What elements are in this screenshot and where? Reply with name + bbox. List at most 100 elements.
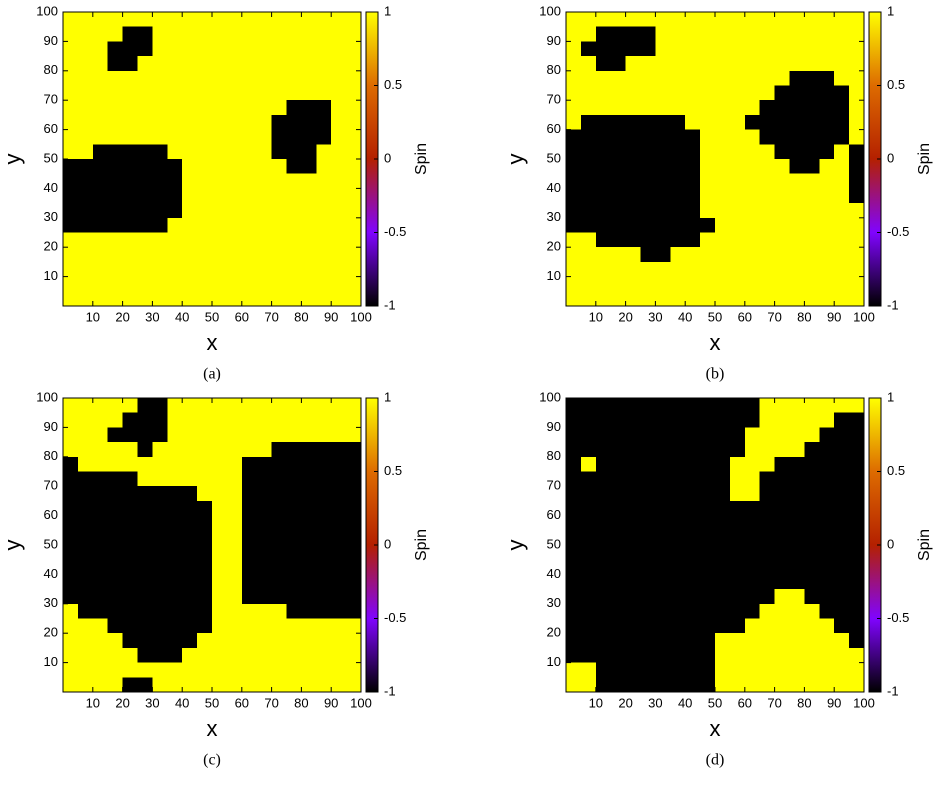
heatmap-cell (301, 456, 317, 472)
heatmap-cell (625, 276, 641, 292)
heatmap-cell (286, 486, 302, 502)
heatmap-cell (715, 85, 731, 101)
heatmap-cell (301, 114, 317, 130)
heatmap-cell (212, 471, 228, 487)
heatmap-cell (286, 247, 302, 263)
heatmap-cell (226, 232, 243, 248)
heatmap-cell (640, 41, 656, 57)
y-tick-label: 90 (44, 33, 58, 48)
heatmap-cell (77, 603, 94, 619)
heatmap-cell (729, 530, 746, 546)
heatmap-cell (197, 144, 213, 160)
heatmap-cell (182, 486, 198, 502)
heatmap-cell (819, 647, 835, 663)
heatmap-cell (107, 291, 123, 307)
heatmap-cell (152, 114, 168, 130)
heatmap-cell (122, 173, 138, 189)
heatmap-cell (63, 618, 79, 634)
heatmap-cell (331, 159, 347, 174)
heatmap-cell (137, 456, 153, 472)
heatmap-cell (610, 427, 626, 443)
heatmap-cell (122, 545, 138, 560)
heatmap-cell (331, 247, 347, 263)
heatmap-cell (700, 589, 716, 605)
heatmap-cell (834, 217, 850, 233)
heatmap-cell (670, 100, 686, 116)
heatmap-cell (789, 85, 805, 101)
heatmap-cell (241, 100, 257, 116)
heatmap-cell (152, 85, 168, 101)
heatmap-cell (804, 427, 820, 443)
heatmap-cell (346, 412, 362, 428)
heatmap-cell (167, 26, 183, 42)
heatmap-cell (92, 56, 108, 72)
heatmap-cell (744, 12, 760, 27)
heatmap-cell (152, 398, 168, 413)
heatmap-cell (595, 398, 611, 413)
heatmap-cell (241, 291, 257, 307)
heatmap-cell (197, 41, 213, 57)
heatmap-cell (655, 291, 671, 307)
heatmap-cell (685, 188, 701, 204)
heatmap-cell (182, 530, 198, 546)
heatmap-cell (182, 500, 198, 516)
heatmap-cell (346, 100, 362, 116)
heatmap-cell (729, 56, 746, 72)
heatmap-cell (566, 589, 582, 605)
heatmap-cell (63, 247, 79, 263)
heatmap-cell (271, 559, 287, 575)
heatmap-cell (625, 144, 641, 160)
heatmap-cell (271, 188, 287, 204)
heatmap-cell (774, 530, 790, 546)
heatmap-cell (256, 398, 272, 413)
heatmap-cell (63, 515, 79, 531)
heatmap-cell (819, 203, 835, 219)
heatmap-cell (241, 26, 257, 42)
heatmap-cell (849, 412, 865, 428)
heatmap-cell (625, 56, 641, 72)
heatmap-cell (640, 261, 656, 277)
heatmap-cell (137, 647, 153, 663)
heatmap-cell (715, 500, 731, 516)
heatmap-cell (834, 603, 850, 619)
heatmap-cell (331, 500, 347, 516)
heatmap-cell (182, 276, 198, 292)
heatmap-cell (670, 427, 686, 443)
heatmap-cell (595, 618, 611, 634)
heatmap-cell (226, 100, 243, 116)
x-tick-label: 40 (678, 309, 692, 324)
heatmap-cell (655, 70, 671, 86)
heatmap-cell (241, 574, 257, 590)
y-tick-label: 10 (547, 654, 561, 669)
y-tick-label: 10 (547, 268, 561, 283)
heatmap-cell (759, 515, 775, 531)
heatmap-cell (849, 144, 865, 160)
heatmap-cell (580, 618, 597, 634)
heatmap-cell (256, 114, 272, 130)
heatmap-cell (819, 471, 835, 487)
heatmap-cell (595, 515, 611, 531)
heatmap-cell (331, 217, 347, 233)
heatmap-cell (640, 188, 656, 204)
heatmap-cell (316, 159, 332, 174)
heatmap-cell (566, 398, 582, 413)
heatmap-cell (610, 41, 626, 57)
heatmap-cell (774, 515, 790, 531)
heatmap-cell (63, 662, 79, 678)
heatmap-cell (226, 217, 243, 233)
heatmap-cell (63, 217, 79, 233)
heatmap-cell (715, 603, 731, 619)
heatmap-cell (804, 100, 820, 116)
heatmap-cell (182, 574, 198, 590)
heatmap-cell (819, 114, 835, 130)
heatmap-cell (77, 486, 94, 502)
heatmap-cell (849, 633, 865, 649)
heatmap-cell (212, 603, 228, 619)
heatmap-cell (819, 662, 835, 678)
heatmap-cell (685, 217, 701, 233)
heatmap-cell (834, 442, 850, 458)
heatmap-cell (744, 500, 760, 516)
heatmap-cell (774, 662, 790, 678)
heatmap-cell (137, 398, 153, 413)
heatmap-cell (670, 412, 686, 428)
